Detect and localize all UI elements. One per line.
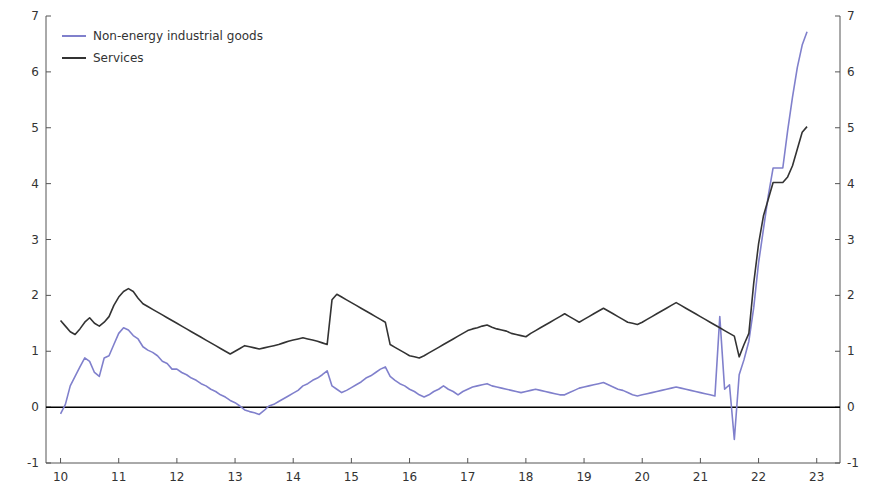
y2-tick-label: 4 [847, 177, 855, 191]
series-group [61, 32, 808, 440]
legend-label: Non-energy industrial goods [93, 29, 263, 43]
y-tick-label: 1 [31, 344, 39, 358]
chart-container: -101234567-10123456710111213141516171819… [0, 0, 886, 497]
y-tick-label: 0 [31, 400, 39, 414]
x-tick [758, 458, 759, 463]
x-axis-line [46, 463, 840, 464]
y-axis-line [46, 16, 47, 463]
y2-tick [835, 351, 840, 352]
x-tick-label: 19 [576, 470, 591, 484]
y2-tick-label: 5 [847, 121, 855, 135]
y2-tick [835, 295, 840, 296]
y2-tick [835, 71, 840, 72]
legend-swatch [62, 35, 86, 37]
y2-tick-label: 7 [847, 9, 855, 23]
legend: Non-energy industrial goods Services [62, 29, 263, 65]
x-tick [816, 458, 817, 463]
x-tick [235, 458, 236, 463]
x-tick [642, 458, 643, 463]
y2-tick-label: 1 [847, 344, 855, 358]
x-tick-label: 22 [751, 470, 766, 484]
zero-line [46, 406, 840, 408]
y-tick-label: 4 [31, 177, 39, 191]
x-tick-label: 10 [53, 470, 68, 484]
x-tick [584, 458, 585, 463]
axes: -101234567-10123456710111213141516171819… [27, 9, 859, 484]
y-tick [46, 71, 51, 72]
y2-tick-label: 6 [847, 65, 855, 79]
x-tick-label: 12 [169, 470, 184, 484]
legend-label: Services [93, 51, 144, 65]
x-tick [293, 458, 294, 463]
x-tick-label: 16 [402, 470, 417, 484]
y2-tick-label: -1 [847, 456, 859, 470]
y2-axis-line [840, 16, 841, 463]
y2-tick [835, 183, 840, 184]
series-line [61, 127, 808, 358]
x-tick [351, 458, 352, 463]
y-tick [46, 127, 51, 128]
y2-tick-label: 3 [847, 233, 855, 247]
y-tick-label: 5 [31, 121, 39, 135]
x-tick [118, 458, 119, 463]
y2-tick [835, 127, 840, 128]
x-tick [700, 458, 701, 463]
y-tick-label: -1 [27, 456, 39, 470]
y2-tick-label: 0 [847, 400, 855, 414]
y-tick [46, 183, 51, 184]
chart-svg: -101234567-10123456710111213141516171819… [0, 0, 886, 497]
x-tick [60, 458, 61, 463]
x-tick-label: 23 [809, 470, 824, 484]
y-tick-label: 2 [31, 288, 39, 302]
x-tick-label: 21 [693, 470, 708, 484]
y-tick [46, 239, 51, 240]
y-tick [46, 351, 51, 352]
legend-swatch [62, 57, 86, 59]
y-tick-label: 6 [31, 65, 39, 79]
y2-tick [835, 16, 840, 17]
x-tick-label: 11 [111, 470, 126, 484]
y2-tick [835, 239, 840, 240]
x-tick-label: 20 [635, 470, 650, 484]
x-tick [176, 458, 177, 463]
series-line [61, 32, 808, 440]
y-tick [46, 295, 51, 296]
y-tick-label: 7 [31, 9, 39, 23]
y-tick [46, 16, 51, 17]
y2-tick-label: 2 [847, 288, 855, 302]
x-tick [409, 458, 410, 463]
y-tick-label: 3 [31, 233, 39, 247]
x-tick-label: 13 [227, 470, 242, 484]
x-tick [467, 458, 468, 463]
x-tick-label: 18 [518, 470, 533, 484]
x-tick-label: 15 [344, 470, 359, 484]
x-tick [525, 458, 526, 463]
x-tick-label: 14 [286, 470, 301, 484]
x-tick-label: 17 [460, 470, 475, 484]
